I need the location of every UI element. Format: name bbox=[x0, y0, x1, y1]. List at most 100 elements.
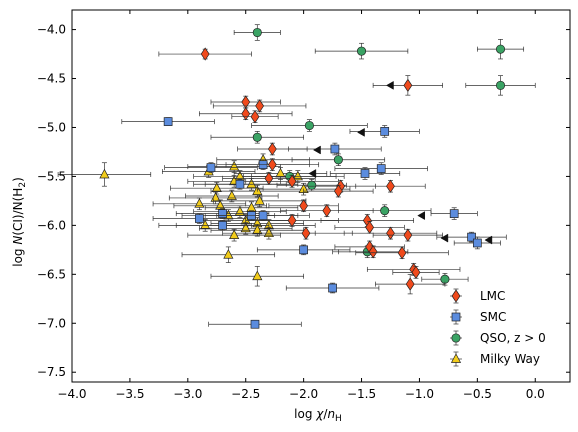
data-point bbox=[267, 158, 277, 172]
x-tick-label: −2.0 bbox=[289, 387, 318, 401]
data-point bbox=[206, 163, 216, 172]
data-point bbox=[360, 169, 370, 178]
data-point bbox=[250, 319, 260, 329]
data-point bbox=[495, 80, 506, 90]
data-point bbox=[255, 99, 265, 113]
data-point bbox=[99, 168, 110, 179]
legend-marker bbox=[451, 333, 461, 343]
series-upper-limit bbox=[308, 80, 493, 245]
legend-label: SMC bbox=[480, 310, 506, 324]
data-point bbox=[252, 270, 263, 281]
data-point bbox=[200, 47, 210, 61]
data-point bbox=[287, 174, 297, 188]
legend-item: LMC bbox=[450, 288, 505, 304]
data-point bbox=[235, 179, 245, 189]
x-axis-label: log χ/nH bbox=[294, 407, 342, 424]
legend-item: Milky Way bbox=[450, 351, 540, 367]
data-point bbox=[376, 164, 386, 173]
legend-item: SMC bbox=[450, 309, 506, 325]
data-point bbox=[357, 127, 365, 137]
data-point bbox=[385, 80, 394, 90]
data-point bbox=[368, 245, 378, 259]
data-point bbox=[263, 227, 274, 238]
x-tick-label: −2.5 bbox=[231, 387, 260, 401]
data-point bbox=[292, 170, 303, 181]
svg-text:log N(CI)/N(H2): log N(CI)/N(H2) bbox=[11, 177, 28, 267]
y-tick-label: −6.5 bbox=[37, 267, 66, 281]
x-tick-label: −4.0 bbox=[57, 387, 86, 401]
data-point bbox=[308, 169, 317, 178]
data-point bbox=[229, 160, 240, 171]
data-point bbox=[440, 233, 449, 243]
data-point bbox=[250, 110, 260, 124]
data-point bbox=[200, 219, 211, 230]
x-tick-label: −3.5 bbox=[115, 387, 144, 401]
data-point bbox=[307, 180, 317, 190]
y-tick-label: −5.0 bbox=[37, 120, 66, 134]
legend-marker bbox=[451, 289, 461, 303]
data-point bbox=[333, 184, 343, 198]
data-point bbox=[241, 107, 251, 121]
data-point bbox=[299, 245, 308, 255]
data-point bbox=[218, 221, 227, 230]
data-point bbox=[252, 27, 262, 38]
data-point bbox=[229, 229, 240, 240]
data-point bbox=[330, 144, 340, 154]
data-point bbox=[380, 127, 390, 136]
x-tick-label: −1.5 bbox=[347, 387, 376, 401]
data-point bbox=[356, 46, 367, 56]
data-point bbox=[495, 44, 506, 54]
data-point bbox=[313, 145, 321, 155]
legend-label: QSO, z > 0 bbox=[480, 331, 546, 345]
data-point bbox=[304, 120, 314, 131]
data-point bbox=[246, 201, 257, 212]
data-point bbox=[211, 182, 222, 193]
data-point bbox=[163, 117, 173, 126]
data-point bbox=[380, 206, 390, 216]
y-tick-label: −4.0 bbox=[37, 23, 66, 37]
svg-text:log χ/nH: log χ/nH bbox=[294, 407, 342, 424]
legend-label: Milky Way bbox=[480, 352, 540, 366]
data-point bbox=[417, 211, 426, 221]
data-point bbox=[411, 265, 421, 279]
legend-label: LMC bbox=[480, 289, 505, 303]
data-point bbox=[301, 226, 311, 240]
data-point bbox=[226, 190, 237, 200]
data-point bbox=[386, 179, 395, 193]
data-point bbox=[267, 142, 277, 156]
data-point bbox=[299, 199, 309, 213]
data-point bbox=[258, 211, 268, 220]
series-lmc bbox=[158, 47, 461, 295]
data-point bbox=[252, 132, 262, 142]
series-smc bbox=[121, 117, 507, 329]
data-point bbox=[234, 205, 246, 216]
plot-area bbox=[57, 24, 536, 329]
data-point bbox=[386, 226, 395, 240]
data-point bbox=[287, 213, 297, 228]
y-tick-label: −7.0 bbox=[37, 316, 66, 330]
x-tick-label: −3.0 bbox=[173, 387, 202, 401]
data-point bbox=[194, 198, 205, 208]
data-point bbox=[240, 222, 251, 233]
data-point bbox=[397, 246, 407, 260]
data-point bbox=[264, 171, 274, 186]
data-point bbox=[472, 238, 482, 248]
series-milky-way bbox=[57, 153, 351, 287]
data-point bbox=[254, 195, 265, 205]
plot-frame bbox=[71, 9, 571, 383]
data-point bbox=[403, 78, 413, 93]
legend-marker bbox=[450, 353, 462, 363]
data-point bbox=[328, 283, 337, 293]
x-tick-label: −1.0 bbox=[405, 387, 434, 401]
y-tick-label: −6.0 bbox=[37, 218, 66, 232]
x-axis-ticks: −4.0 −3.5 −3.0 −2.5 −2.0 −1.5 −1.0 −0.5 0.0 bbox=[57, 10, 545, 401]
data-point bbox=[322, 204, 332, 218]
data-point bbox=[223, 248, 234, 259]
data-point bbox=[403, 228, 413, 242]
data-point bbox=[195, 214, 204, 223]
x-tick-label: 0.0 bbox=[526, 387, 545, 401]
data-point bbox=[275, 167, 286, 178]
legend-item: QSO, z > 0 bbox=[450, 330, 546, 346]
data-point bbox=[246, 178, 257, 189]
